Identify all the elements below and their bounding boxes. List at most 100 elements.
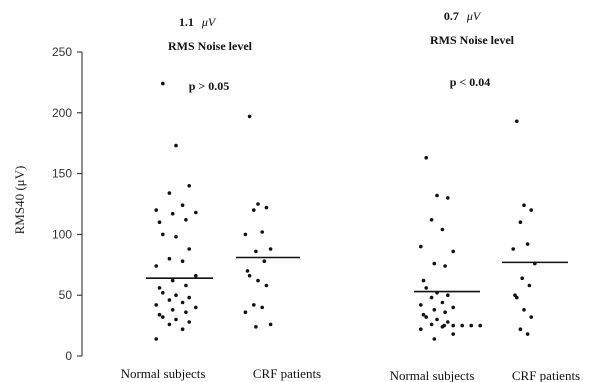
- data-point: [180, 300, 185, 305]
- annotation-group-2: 0.7 μV RMS Noise level p < 0.04: [430, 7, 515, 89]
- data-point: [446, 196, 450, 200]
- y-tick-label: 200: [52, 106, 72, 120]
- y-tick-label: 0: [65, 349, 72, 363]
- data-point: [421, 312, 426, 317]
- data-point: [174, 317, 178, 322]
- data-point: [260, 305, 265, 310]
- data-point: [451, 323, 456, 328]
- noise-level-label-1: RMS Noise level: [168, 39, 253, 53]
- data-point: [442, 323, 447, 328]
- data-point: [264, 205, 269, 210]
- data-point: [256, 278, 260, 283]
- noise-level-value-1: 1.1 μV: [179, 13, 217, 30]
- noise-level-value-2: 0.7 μV: [444, 7, 482, 24]
- data-point: [187, 320, 191, 324]
- data-point: [194, 273, 198, 278]
- data-point: [254, 325, 258, 329]
- y-axis-label: RMS40 (μV): [12, 166, 27, 235]
- data-point: [432, 337, 437, 341]
- annotation-group-1: 1.1 μV RMS Noise level p > 0.05: [168, 13, 253, 93]
- data-point: [424, 315, 429, 319]
- data-point: [154, 303, 158, 307]
- data-point: [440, 300, 445, 305]
- group-4-points: [502, 119, 568, 336]
- data-point: [518, 220, 523, 224]
- data-point: [154, 208, 158, 212]
- data-point: [440, 227, 445, 232]
- category-label-crf-1: CRF patients: [253, 366, 321, 381]
- data-point: [529, 315, 533, 319]
- data-point: [247, 273, 252, 278]
- data-point: [194, 210, 198, 215]
- data-point: [451, 305, 456, 310]
- data-point: [187, 247, 191, 251]
- data-point: [515, 119, 519, 124]
- data-point: [268, 247, 273, 251]
- data-point: [243, 232, 248, 237]
- data-point: [243, 310, 248, 315]
- data-point: [174, 293, 178, 298]
- data-point: [184, 310, 188, 315]
- data-point: [161, 315, 165, 319]
- data-point: [518, 327, 523, 332]
- data-point: [170, 308, 175, 312]
- data-point: [451, 332, 456, 336]
- data-point: [429, 218, 434, 222]
- data-point: [252, 303, 256, 307]
- data-point: [525, 242, 530, 246]
- data-point: [157, 220, 162, 224]
- data-point: [167, 322, 172, 327]
- data-point: [451, 249, 456, 254]
- data-point: [157, 312, 162, 317]
- data-point: [511, 247, 515, 251]
- y-axis-ticks: 0 50 100 150 200 250: [52, 45, 82, 363]
- data-point: [432, 308, 437, 312]
- data-point: [262, 259, 267, 264]
- data-point: [432, 261, 437, 266]
- data-point: [435, 193, 439, 198]
- y-tick-label: 100: [52, 227, 72, 241]
- data-point: [180, 327, 185, 332]
- data-point: [161, 232, 165, 237]
- p-value-1: p > 0.05: [189, 79, 230, 93]
- data-point: [184, 283, 188, 288]
- p-value-2: p < 0.04: [450, 75, 491, 89]
- data-point: [424, 156, 429, 160]
- data-point: [529, 208, 533, 212]
- data-point: [421, 278, 426, 283]
- data-point: [184, 218, 188, 222]
- data-point: [520, 276, 524, 281]
- data-point: [180, 259, 185, 264]
- data-point: [446, 320, 450, 324]
- y-tick-label: 250: [52, 45, 72, 59]
- data-point: [522, 308, 526, 312]
- data-point: [170, 211, 175, 216]
- category-label-normal-1: Normal subjects: [121, 366, 206, 381]
- data-point: [157, 286, 162, 290]
- y-tick-label: 150: [52, 167, 72, 181]
- data-point: [460, 323, 465, 328]
- data-point: [435, 317, 439, 322]
- data-point: [167, 256, 172, 261]
- data-point: [187, 295, 191, 300]
- data-point: [478, 323, 483, 328]
- data-point: [419, 303, 423, 307]
- data-point: [254, 249, 258, 254]
- noise-level-label-2: RMS Noise level: [430, 33, 515, 47]
- x-category-labels: Normal subjects CRF patients Normal subj…: [121, 366, 581, 382]
- group-2-points: [236, 114, 300, 329]
- data-point: [429, 322, 434, 327]
- data-point: [260, 230, 265, 234]
- data-point: [252, 208, 256, 212]
- category-label-normal-2: Normal subjects: [390, 368, 475, 382]
- category-label-crf-2: CRF patients: [512, 368, 580, 382]
- data-point: [154, 337, 158, 341]
- data-point: [443, 310, 447, 315]
- scatter-series: [146, 81, 568, 341]
- data-point: [247, 114, 252, 119]
- data-point: [419, 244, 423, 249]
- data-point: [268, 322, 273, 327]
- data-point: [515, 295, 519, 300]
- data-point: [174, 235, 178, 239]
